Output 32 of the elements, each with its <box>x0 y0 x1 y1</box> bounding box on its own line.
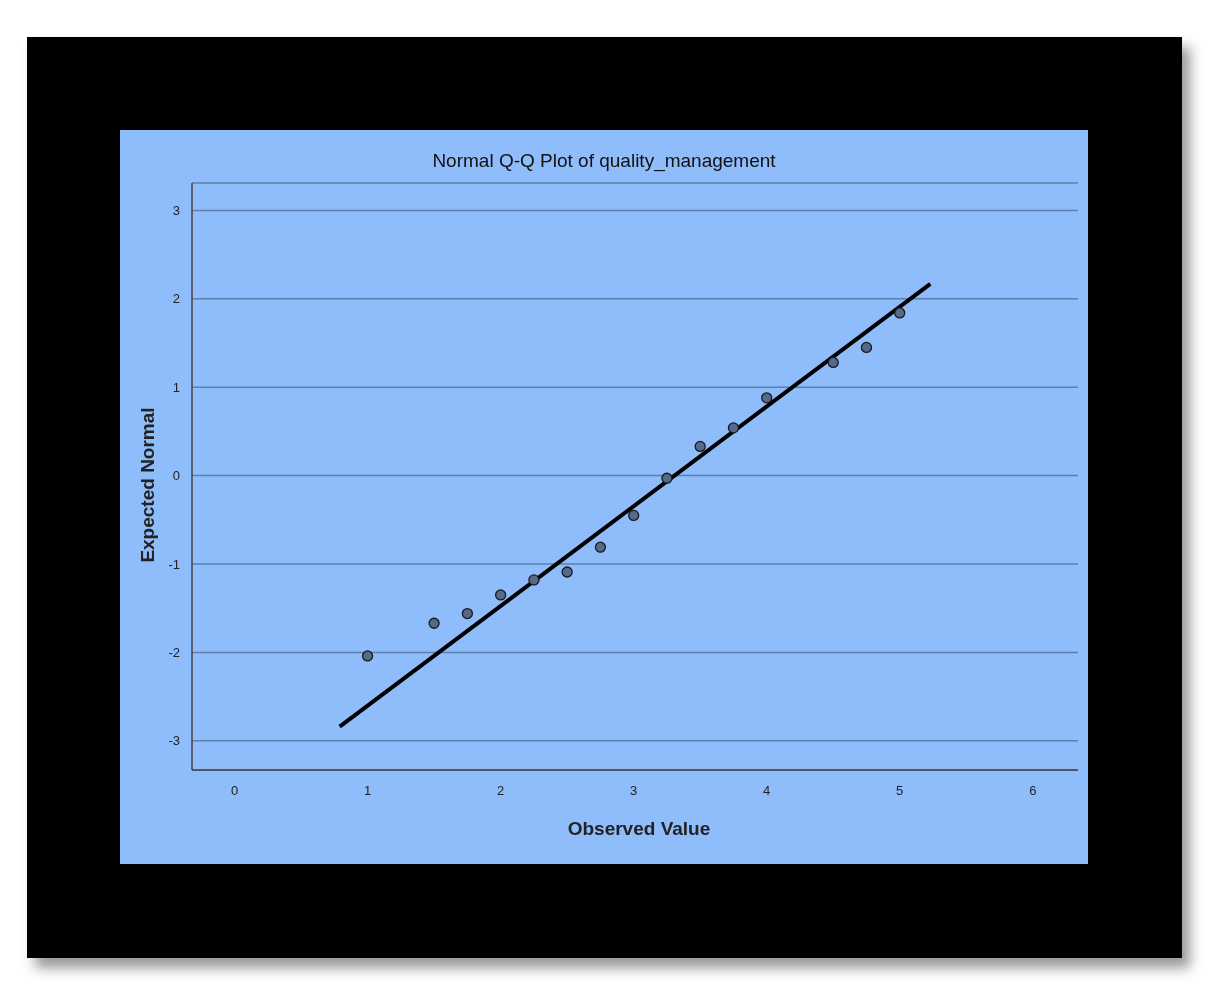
y-tick-label: -1 <box>168 556 180 572</box>
x-tick-label: 1 <box>363 783 372 799</box>
point <box>561 566 573 578</box>
point <box>761 392 773 404</box>
point <box>494 589 507 601</box>
x-tick-label: 0 <box>230 783 239 799</box>
point <box>860 341 873 354</box>
point <box>694 440 706 453</box>
y-tick-label: 1 <box>172 379 180 395</box>
x-tick-label: 6 <box>1029 783 1037 799</box>
x-tick-label: 5 <box>896 783 904 799</box>
x-tick-label: 4 <box>763 783 771 799</box>
x-tick-label: 3 <box>630 783 638 799</box>
point <box>661 472 673 484</box>
point <box>894 307 906 319</box>
y-tick-label: -3 <box>168 733 180 749</box>
point <box>428 617 440 629</box>
x-axis-title: Observed Value <box>566 818 712 840</box>
point <box>827 356 839 369</box>
y-tick-label: -2 <box>168 645 180 661</box>
point <box>594 541 607 553</box>
y-tick-label: 2 <box>172 291 180 307</box>
point <box>628 509 640 522</box>
y-axis-title: Expected Normal <box>137 407 159 563</box>
point <box>461 607 474 620</box>
y-tick-label: 0 <box>172 468 180 484</box>
point <box>361 650 374 662</box>
chart-title: Normal Q-Q Plot of quality_management <box>431 150 777 172</box>
x-tick-label: 2 <box>497 783 505 799</box>
y-tick-label: 3 <box>172 203 180 219</box>
point <box>727 422 740 434</box>
point <box>528 574 540 586</box>
